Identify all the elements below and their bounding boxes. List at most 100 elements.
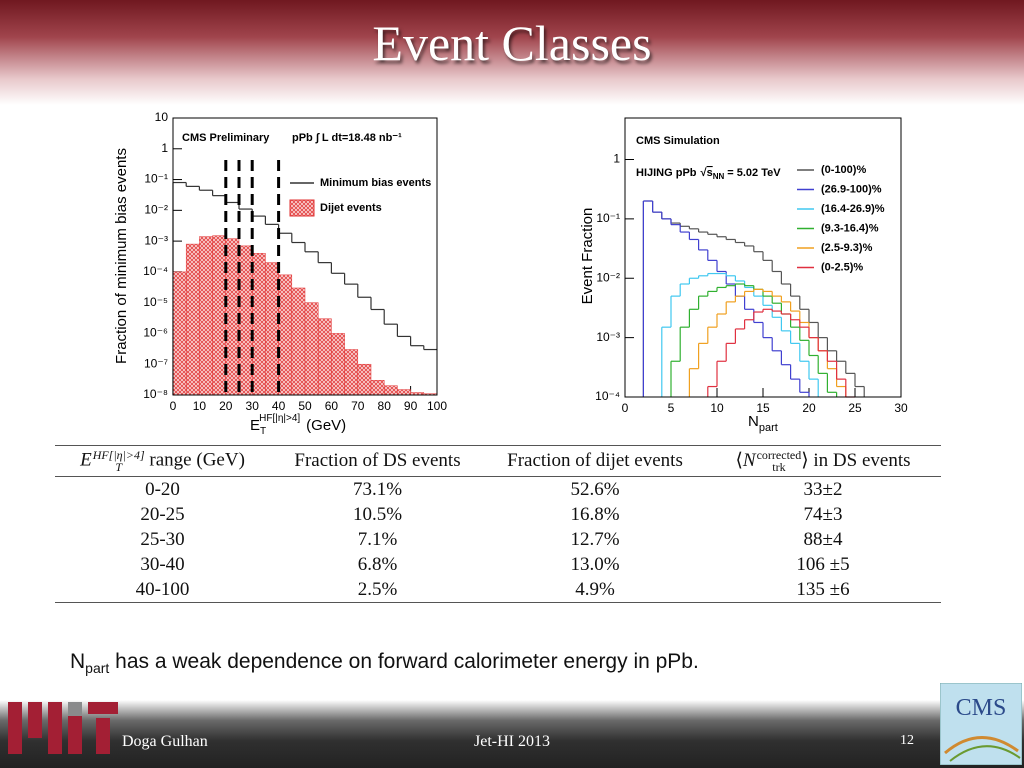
- energy-s: s: [707, 167, 713, 179]
- table-cell: 20-25: [140, 503, 185, 525]
- y-tick-label: 10: [155, 110, 169, 124]
- hist-bar: [238, 245, 253, 396]
- x-tick-label: 30: [246, 399, 260, 413]
- x-tick-label: 40: [272, 399, 286, 413]
- energy-rest: = 5.02 TeV: [727, 167, 781, 179]
- script: HF[|η|>4] T: [93, 449, 145, 473]
- y-tick-label: 10⁻²: [144, 203, 168, 217]
- annotation: pPb ∫ L dt=18.48 nb⁻¹: [292, 132, 402, 144]
- x-tick-label: 80: [378, 399, 392, 413]
- hist-bar: [397, 389, 411, 396]
- note-sub: part: [85, 660, 110, 677]
- legend-label: Dijet events: [320, 202, 382, 214]
- table-cell: 2.5%: [270, 577, 485, 603]
- plot-frame: [172, 117, 438, 396]
- y-tick-label: 10⁻⁴: [595, 389, 620, 403]
- table-cell: 4.9%: [485, 577, 705, 603]
- table-cell: 88±4: [803, 528, 843, 550]
- mit-logo: [8, 702, 118, 754]
- table-body: 0-20 73.1% 52.6% 33±2 20-25 10.5% 16.8% 74±3 25-…: [55, 477, 941, 603]
- header-band: [0, 0, 1024, 105]
- x-title-sup: HF[|η|>4]: [259, 413, 300, 424]
- hist-bar: [265, 262, 279, 396]
- table-cell: 25-30: [140, 528, 185, 550]
- legend-label: (0-100)%: [821, 164, 866, 176]
- table-cell: 13.0%: [570, 553, 620, 575]
- hist-bar: [317, 318, 332, 396]
- header-cell: Fraction of DS events: [270, 445, 485, 477]
- table-cell: 33±2: [803, 478, 843, 500]
- x-title-symbol: E: [250, 417, 260, 434]
- table-row: 30-40 6.8% 13.0% 106 ±5: [55, 552, 941, 577]
- legend-label: Minimum bias events: [320, 177, 431, 189]
- header-cell: Fraction of dijet events: [485, 445, 705, 477]
- table-cell: 16.8%: [570, 503, 620, 525]
- y-tick-label: 10⁻⁷: [144, 356, 168, 370]
- x-tick-label: 10: [193, 399, 207, 413]
- panel-bg: [598, 114, 908, 440]
- header-text: range (GeV): [149, 449, 245, 471]
- note: Npart has a weak dependence on forward c…: [70, 650, 699, 676]
- x-title-sub: T: [260, 426, 266, 437]
- x-axis-title: Npart: [748, 413, 778, 434]
- x-tick-label: 60: [325, 399, 339, 413]
- table-row: 20-25 10.5% 16.8% 74±3: [55, 502, 941, 527]
- y-tick-label: 10⁻⁴: [143, 264, 168, 278]
- logo-text: CMS: [956, 695, 1007, 721]
- hist-bar: [278, 274, 293, 396]
- hist-bar: [225, 238, 240, 396]
- hist-bar: [304, 302, 319, 396]
- table-cell: 30-40: [140, 553, 185, 575]
- x-tick-label: 90: [404, 399, 418, 413]
- y-tick-label: 1: [613, 152, 620, 166]
- x-tick-label: 20: [219, 399, 233, 413]
- legend-label: (26.9-100)%: [821, 183, 882, 195]
- y-axis-title: Fraction of minimum bias events: [113, 148, 130, 364]
- footer-band: [0, 700, 1024, 768]
- annotation: CMS Preliminary: [182, 132, 270, 144]
- hist-bar: [357, 363, 372, 396]
- y-tick-label: 10⁻³: [596, 330, 620, 344]
- x-tick-label: 100: [427, 399, 447, 413]
- hist-bar: [370, 380, 385, 396]
- header-row: E HF[|η|>4] T range (GeV) Fraction of DS e…: [55, 445, 941, 477]
- table-head: E HF[|η|>4] T range (GeV) Fraction of DS e…: [55, 445, 941, 477]
- sup: HF[|η|>4]: [92, 448, 145, 462]
- y-tick-label: 10⁻³: [144, 233, 168, 247]
- table-cell: 10.5%: [352, 503, 403, 525]
- legend-label: (9.3-16.4)%: [821, 222, 879, 234]
- script: corrected trk: [757, 449, 802, 473]
- x-tick-label: 15: [756, 401, 770, 415]
- hist-bar: [344, 349, 359, 396]
- symbol: E: [80, 449, 92, 471]
- table-cell: 40-100: [55, 577, 270, 603]
- header-text: in DS events: [813, 449, 911, 471]
- x-axis-title: ET HF[|η|>4] (GeV): [250, 413, 346, 437]
- x-tick-label: 50: [298, 399, 312, 413]
- sub: T: [115, 460, 123, 474]
- table-row: 0-20 73.1% 52.6% 33±2: [55, 477, 941, 503]
- sub: trk: [772, 460, 786, 475]
- hist-bar: [291, 287, 306, 396]
- hist-bar: [172, 271, 187, 396]
- annotation: CMS Simulation: [636, 135, 720, 147]
- sup: corrected: [756, 448, 802, 463]
- hist-bar: [383, 385, 398, 396]
- y-axis-title: Event Fraction: [579, 208, 596, 305]
- energy-sqrt: √: [701, 167, 708, 179]
- slide-title: Event Classes: [372, 15, 652, 71]
- table-cell: 73.1%: [352, 478, 403, 500]
- symbol: N: [742, 449, 756, 471]
- hist-bar: [251, 253, 266, 396]
- header-cell: E HF[|η|>4] T range (GeV): [55, 445, 270, 477]
- energy-label: HIJING pPb √sNN = 5.02 TeV: [636, 167, 781, 181]
- x-title-unit: (GeV): [306, 417, 346, 434]
- note-symbol: N: [70, 650, 86, 673]
- cms-logo: CMS: [940, 683, 1022, 765]
- legend-label: (2.5-9.3)%: [821, 242, 873, 254]
- y-tick-label: 10⁻⁸: [143, 387, 168, 401]
- x-tick-label: 30: [894, 401, 908, 415]
- footer-event: Jet-HI 2013: [474, 733, 550, 750]
